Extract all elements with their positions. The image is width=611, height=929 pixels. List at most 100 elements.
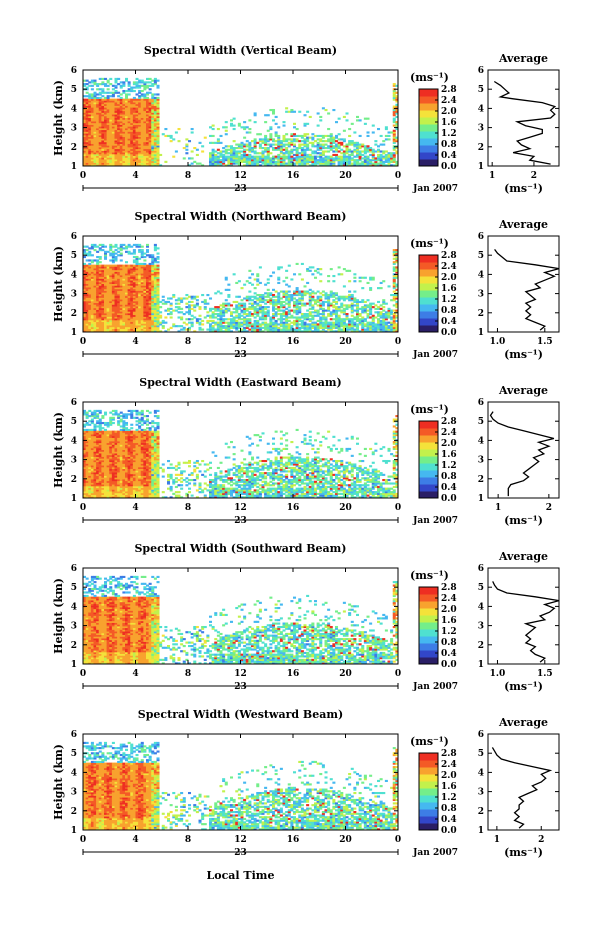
heatmap-cell [104, 160, 108, 163]
heatmap-cell [392, 140, 396, 143]
heatmap-cell [119, 164, 123, 167]
heatmap-cell [135, 278, 139, 281]
heatmap-cell [295, 160, 299, 163]
heatmap-cell [219, 325, 223, 328]
heatmap-cell [264, 325, 268, 328]
heatmap-cell [308, 326, 312, 329]
heatmap-cell [85, 292, 89, 295]
heatmap-cell [387, 153, 391, 157]
heatmap-cell [248, 276, 252, 279]
heatmap-cell [392, 133, 396, 136]
heatmap-cell [282, 152, 286, 155]
heatmap-cell [235, 162, 239, 165]
heatmap-cell [337, 273, 341, 276]
heatmap-cell [104, 141, 108, 144]
heatmap-cell [127, 321, 131, 324]
heatmap-cell [316, 326, 320, 329]
heatmap-cell [93, 316, 97, 319]
heatmap-cell [119, 81, 123, 84]
heatmap-cell [130, 88, 134, 91]
heatmap-cell [146, 318, 150, 321]
heatmap-cell [345, 164, 349, 167]
heatmap-cell [329, 134, 333, 138]
heatmap-cell [93, 160, 97, 163]
heatmap-cell [101, 293, 105, 297]
heatmap-cell [148, 143, 152, 146]
heatmap-cell [127, 295, 131, 298]
average-unit: (ms⁻¹) [504, 182, 543, 195]
heatmap-cell [93, 126, 97, 129]
heatmap-cell [104, 318, 108, 321]
heatmap-cell [143, 110, 147, 113]
heatmap-cell [127, 134, 131, 138]
heatmap-cell [101, 323, 105, 326]
heatmap-cell [96, 297, 100, 300]
heatmap-cell [295, 150, 299, 153]
heatmap-cell [395, 160, 399, 163]
heatmap-cell [96, 316, 100, 319]
heatmap-cell [140, 102, 144, 105]
heatmap-cell [132, 243, 136, 246]
heatmap-cell [243, 302, 247, 305]
heatmap-cell [101, 300, 105, 304]
heatmap-cell [327, 312, 331, 316]
heatmap-cell [125, 117, 129, 120]
heatmap-cell [248, 319, 252, 323]
heatmap-cell [88, 95, 92, 98]
heatmap-cell [374, 150, 378, 153]
heatmap-cell [311, 164, 315, 167]
heatmap-cell [143, 119, 147, 122]
heatmap-cell [96, 145, 100, 148]
heatmap-cell [392, 290, 396, 293]
heatmap-cell [264, 140, 268, 143]
heatmap-cell [125, 325, 129, 328]
heatmap-cell [350, 295, 354, 298]
heatmap-cell [148, 288, 152, 291]
heatmap-cell [132, 133, 136, 136]
heatmap-cell [135, 112, 139, 115]
heatmap-cell [119, 155, 123, 158]
heatmap-cell [114, 257, 118, 260]
heatmap-cell [138, 121, 142, 124]
heatmap-cell [117, 312, 121, 316]
heatmap-cell [109, 153, 113, 157]
heatmap-cell [117, 300, 121, 304]
heatmap-cell [256, 164, 260, 167]
heatmap-cell [237, 306, 241, 309]
heatmap-cell [156, 115, 160, 119]
heatmap-cell [135, 314, 139, 317]
heatmap-cell [140, 273, 144, 276]
heatmap-cell [98, 107, 102, 110]
heatmap-cell [269, 274, 273, 278]
heatmap-cell [132, 143, 136, 146]
heatmap-cell [298, 328, 302, 331]
heatmap-cell [274, 321, 278, 324]
heatmap-cell [319, 159, 323, 162]
heatmap-cell [392, 89, 396, 93]
heatmap-cell [140, 304, 144, 307]
heatmap-cell [90, 326, 94, 329]
heatmap-cell [340, 302, 344, 305]
heatmap-cell [85, 281, 89, 285]
heatmap-cell [111, 105, 115, 108]
heatmap-cell [298, 273, 302, 276]
heatmap-cell [321, 153, 325, 157]
heatmap-cell [337, 117, 341, 120]
heatmap-cell [148, 108, 152, 112]
heatmap-cell [104, 276, 108, 279]
heatmap-cell [143, 262, 147, 266]
heatmap-cell [387, 330, 391, 333]
heatmap-cell [127, 273, 131, 276]
heatmap-cell [143, 153, 147, 157]
heatmap-cell [369, 304, 373, 307]
heatmap-cell [125, 107, 129, 110]
heatmap-cell [125, 110, 129, 113]
heatmap-cell [156, 264, 160, 267]
heatmap-cell [277, 138, 281, 141]
heatmap-cell [125, 321, 129, 324]
heatmap-cell [143, 299, 147, 302]
heatmap-cell [382, 328, 386, 331]
heatmap-cell [300, 134, 304, 138]
heatmap-cell [382, 162, 386, 165]
heatmap-cell [222, 126, 226, 129]
